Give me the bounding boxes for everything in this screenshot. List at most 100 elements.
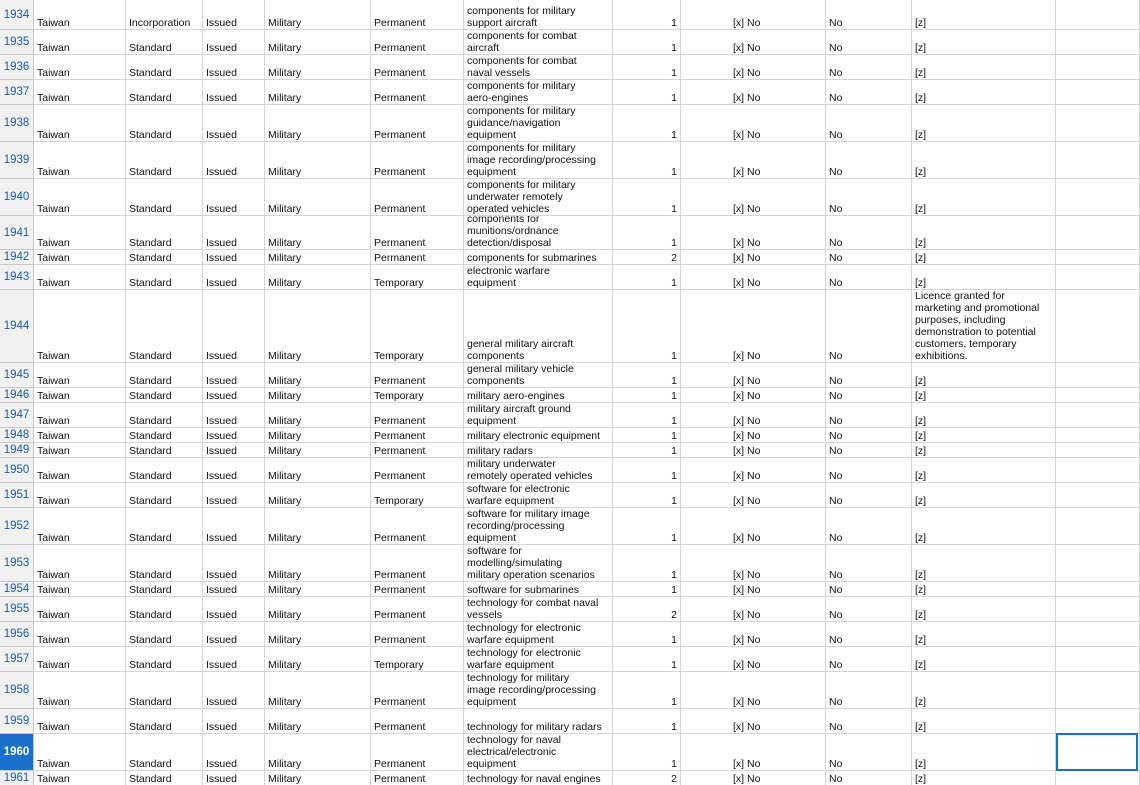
cell[interactable]: [1056, 622, 1140, 647]
cell[interactable]: Taiwan: [34, 363, 126, 388]
cell[interactable]: Permanent: [371, 250, 464, 265]
cell[interactable]: military aero-engines: [464, 388, 613, 403]
cell[interactable]: Issued: [203, 250, 265, 265]
cell[interactable]: Permanent: [371, 545, 464, 582]
cell[interactable]: Taiwan: [34, 428, 126, 443]
cell[interactable]: No: [826, 250, 912, 265]
cell[interactable]: Licence granted for marketing and promoti…: [912, 290, 1056, 363]
cell[interactable]: military underwater remotely operated veh…: [464, 458, 613, 483]
cell[interactable]: Military: [265, 672, 371, 709]
cell[interactable]: [x] No: [681, 290, 826, 363]
cell[interactable]: No: [826, 179, 912, 216]
cell[interactable]: technology for electronic warfare equipme…: [464, 622, 613, 647]
row-header[interactable]: 1954: [0, 582, 34, 597]
cell[interactable]: Taiwan: [34, 622, 126, 647]
cell[interactable]: No: [826, 443, 912, 458]
cell[interactable]: No: [826, 403, 912, 428]
cell[interactable]: Standard: [126, 80, 203, 105]
cell[interactable]: [1056, 771, 1140, 785]
cell[interactable]: No: [826, 622, 912, 647]
cell[interactable]: Temporary: [371, 290, 464, 363]
cell[interactable]: Taiwan: [34, 105, 126, 142]
cell[interactable]: Standard: [126, 672, 203, 709]
cell[interactable]: Issued: [203, 0, 265, 30]
cell[interactable]: 1: [613, 647, 681, 672]
cell[interactable]: military radars: [464, 443, 613, 458]
cell[interactable]: No: [826, 55, 912, 80]
cell[interactable]: Taiwan: [34, 771, 126, 785]
cell[interactable]: Permanent: [371, 443, 464, 458]
cell[interactable]: Standard: [126, 142, 203, 179]
cell[interactable]: No: [826, 0, 912, 30]
cell[interactable]: Military: [265, 179, 371, 216]
cell[interactable]: No: [826, 363, 912, 388]
row-header[interactable]: 1958: [0, 672, 34, 709]
cell[interactable]: [1056, 388, 1140, 403]
cell[interactable]: Military: [265, 647, 371, 672]
cell[interactable]: [z]: [912, 622, 1056, 647]
cell[interactable]: [x] No: [681, 250, 826, 265]
cell[interactable]: [x] No: [681, 508, 826, 545]
cell[interactable]: [1056, 363, 1140, 388]
cell[interactable]: Military: [265, 105, 371, 142]
cell[interactable]: [x] No: [681, 771, 826, 785]
cell[interactable]: [1056, 545, 1140, 582]
cell[interactable]: 2: [613, 597, 681, 622]
cell[interactable]: [z]: [912, 250, 1056, 265]
cell[interactable]: Standard: [126, 483, 203, 508]
row-header[interactable]: 1947: [0, 403, 34, 428]
cell[interactable]: [z]: [912, 80, 1056, 105]
cell[interactable]: [z]: [912, 265, 1056, 290]
cell[interactable]: Taiwan: [34, 483, 126, 508]
cell[interactable]: Issued: [203, 771, 265, 785]
cell[interactable]: [z]: [912, 734, 1056, 771]
cell[interactable]: Issued: [203, 55, 265, 80]
cell[interactable]: Taiwan: [34, 545, 126, 582]
row-header[interactable]: 1953: [0, 545, 34, 582]
cell[interactable]: Taiwan: [34, 216, 126, 250]
cell[interactable]: Issued: [203, 30, 265, 55]
cell[interactable]: [x] No: [681, 582, 826, 597]
cell[interactable]: No: [826, 771, 912, 785]
cell[interactable]: 1: [613, 363, 681, 388]
cell[interactable]: [z]: [912, 771, 1056, 785]
cell[interactable]: technology for military radars: [464, 709, 613, 734]
cell[interactable]: No: [826, 142, 912, 179]
cell[interactable]: Permanent: [371, 428, 464, 443]
cell[interactable]: Military: [265, 582, 371, 597]
cell[interactable]: Standard: [126, 458, 203, 483]
cell[interactable]: No: [826, 458, 912, 483]
cell[interactable]: [z]: [912, 508, 1056, 545]
cell[interactable]: 1: [613, 388, 681, 403]
cell[interactable]: 1: [613, 179, 681, 216]
cell[interactable]: Permanent: [371, 582, 464, 597]
cell[interactable]: [1056, 582, 1140, 597]
cell[interactable]: Military: [265, 30, 371, 55]
cell[interactable]: technology for military image recording/p…: [464, 672, 613, 709]
row-header[interactable]: 1941: [0, 216, 34, 250]
row-header[interactable]: 1942: [0, 250, 34, 265]
cell[interactable]: 1: [613, 582, 681, 597]
cell[interactable]: [x] No: [681, 545, 826, 582]
cell[interactable]: Military: [265, 250, 371, 265]
cell[interactable]: Military: [265, 545, 371, 582]
row-header[interactable]: 1934: [0, 0, 34, 30]
cell[interactable]: Standard: [126, 597, 203, 622]
cell[interactable]: Taiwan: [34, 265, 126, 290]
cell[interactable]: 1: [613, 483, 681, 508]
cell[interactable]: software for submarines: [464, 582, 613, 597]
cell[interactable]: [x] No: [681, 709, 826, 734]
cell[interactable]: [x] No: [681, 647, 826, 672]
cell[interactable]: 1: [613, 709, 681, 734]
cell[interactable]: Issued: [203, 458, 265, 483]
cell[interactable]: technology for naval electrical/electroni…: [464, 734, 613, 771]
cell[interactable]: components for submarines: [464, 250, 613, 265]
cell[interactable]: [x] No: [681, 622, 826, 647]
cell[interactable]: [z]: [912, 179, 1056, 216]
row-header[interactable]: 1949: [0, 443, 34, 458]
cell[interactable]: [1056, 403, 1140, 428]
cell[interactable]: Issued: [203, 80, 265, 105]
cell[interactable]: Standard: [126, 622, 203, 647]
cell[interactable]: Taiwan: [34, 30, 126, 55]
cell[interactable]: Issued: [203, 428, 265, 443]
